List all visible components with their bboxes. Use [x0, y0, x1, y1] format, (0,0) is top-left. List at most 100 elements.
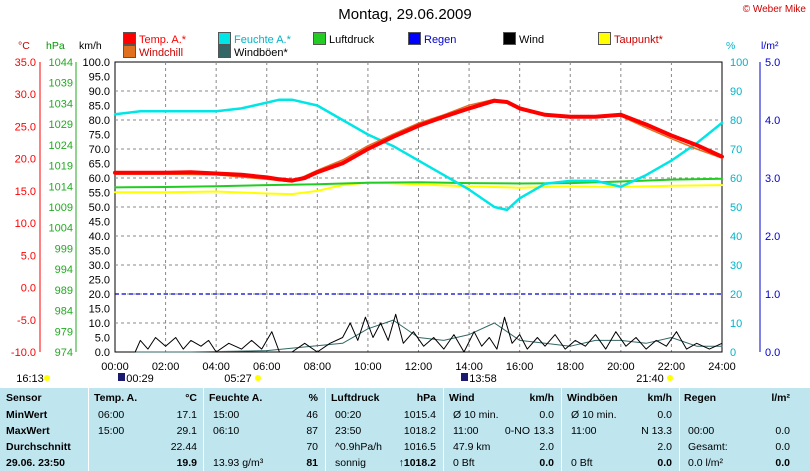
gust-value: N 13.3	[641, 425, 672, 437]
humidity-tick-label: 70	[730, 144, 742, 156]
x-tick-label: 14:00	[455, 361, 483, 373]
humidity-tick-label: 20	[730, 289, 742, 301]
x-tick-label: 08:00	[304, 361, 332, 373]
x-tick-label: 06:00	[253, 361, 281, 373]
wind-tick-label: 65.0	[89, 159, 110, 171]
wind-time: Ø 10 min.	[453, 409, 499, 421]
press-time: sonnig	[335, 457, 366, 469]
temp-value: 19.9	[176, 457, 197, 469]
legend-item: Regen	[408, 32, 456, 46]
press-value: 1015.4	[403, 409, 436, 421]
temp-tick-label: 25.0	[15, 121, 36, 133]
legend-swatch	[408, 32, 421, 45]
wind-tick-label: 100.0	[82, 57, 110, 69]
wind-header: Wind	[449, 392, 475, 404]
humid-value: 70	[306, 441, 318, 453]
wind-unit: km/h	[529, 392, 554, 404]
pressure-tick-label: 989	[55, 285, 73, 297]
pressure-unit: hPa	[46, 40, 65, 52]
humid-unit: %	[308, 392, 318, 404]
pressure-tick-label: 1044	[49, 57, 73, 69]
x-tick-label: 12:00	[405, 361, 433, 373]
legend-label: Luftdruck	[329, 34, 375, 46]
temp-header: Temp. A.	[94, 392, 138, 404]
series-line-feuchtea	[113, 98, 724, 212]
pressure-tick-label: 979	[55, 326, 73, 338]
press-value: 1018.2	[403, 425, 436, 437]
weather-chart: 00:00 02:00 04:00 06:00 08:00 10:00 12:00 14:00…	[11, 57, 780, 385]
wind-value: 2.0	[539, 441, 554, 453]
press-value: ↑1018.2	[398, 457, 436, 469]
pressure-tick-label: 1019	[49, 161, 73, 173]
rain-time: Gesamt:	[688, 441, 728, 453]
pressure-tick-label: 1029	[49, 119, 73, 131]
temp-time: 06:00	[98, 409, 125, 421]
gust-value: 0.0	[657, 457, 672, 469]
wind-tick-label: 35.0	[89, 246, 110, 258]
wind-tick-label: 25.0	[89, 275, 110, 287]
humidity-tick-label: 10	[730, 318, 742, 330]
x-tick-label: 24:00	[708, 361, 736, 373]
rain-unit: l/m²	[761, 40, 779, 52]
legend-label: Taupunkt*	[614, 34, 663, 46]
gust-value: 2.0	[657, 441, 672, 453]
series-line-luftdruck	[114, 177, 723, 189]
legend-label: Windböen*	[234, 47, 288, 59]
gust-time: 11:00	[571, 425, 597, 437]
temp-unit: °C	[185, 392, 197, 404]
humid-time: 13.93 g/m³	[213, 457, 264, 469]
press-unit: hPa	[416, 392, 436, 404]
temp-tick-label: 0.0	[21, 283, 36, 295]
summary-table	[0, 388, 810, 471]
chart-title: Montag, 29.06.2009	[338, 6, 472, 23]
legend-item: Taupunkt*	[598, 32, 663, 46]
legend-item: Temp. A.*	[123, 32, 186, 46]
wind-time: 11:00	[453, 425, 479, 437]
wind-tick-label: 50.0	[89, 202, 110, 214]
press-time: 23:50	[335, 425, 362, 437]
series-line-wind	[114, 313, 723, 353]
temp-tick-label: 35.0	[15, 57, 36, 69]
wind-value: 13.3	[533, 425, 554, 437]
pressure-tick-label: 994	[55, 264, 73, 276]
humid-header: Feuchte A.	[209, 392, 263, 404]
legend-swatch	[218, 32, 231, 45]
temp-tick-label: 30.0	[15, 89, 36, 101]
legend-item: Luftdruck	[313, 32, 374, 46]
humidity-tick-label: 40	[730, 231, 742, 243]
wind-time: 0 Bft	[453, 457, 475, 469]
x-tick-label: 00:00	[101, 361, 129, 373]
humidity-unit: %	[726, 40, 736, 52]
chart-series	[113, 98, 724, 353]
wind-tick-label: 75.0	[89, 130, 110, 142]
x-tick-label: 10:00	[354, 361, 382, 373]
x-tick-label: 22:00	[658, 361, 686, 373]
row-label: MaxWert	[6, 425, 50, 437]
pressure-tick-label: 999	[55, 243, 73, 255]
rain-tick-label: 1.0	[765, 289, 780, 301]
wind-tick-label: 60.0	[89, 173, 110, 185]
legend-swatch	[598, 32, 611, 45]
humidity-tick-label: 60	[730, 173, 742, 185]
temp-tick-label: -10.0	[11, 347, 36, 359]
press-time: ^0.9hPa/h	[335, 441, 382, 453]
wind-direction: 0-NO	[504, 425, 530, 437]
wind-value: 0.0	[539, 409, 554, 421]
temp-time: 15:00	[98, 425, 125, 437]
legend-item: Feuchte A.*	[218, 32, 291, 46]
pressure-tick-label: 1034	[49, 98, 73, 110]
temp-tick-label: 15.0	[15, 186, 36, 198]
pressure-tick-label: 1024	[49, 140, 73, 152]
humid-time: 15:00	[213, 409, 240, 421]
humid-value: 46	[306, 409, 318, 421]
wind-tick-label: 85.0	[89, 101, 110, 113]
humidity-tick-label: 0	[730, 347, 736, 359]
wind-tick-label: 30.0	[89, 260, 110, 272]
wind-tick-label: 55.0	[89, 188, 110, 200]
pressure-tick-label: 984	[55, 306, 73, 318]
marker-time-moon: 13:58	[469, 373, 497, 385]
credit-text: © Weber Mike	[742, 4, 806, 15]
humid-value: 81	[306, 457, 318, 469]
rain-tick-label: 2.0	[765, 231, 780, 243]
rain-tick-label: 4.0	[765, 115, 780, 127]
